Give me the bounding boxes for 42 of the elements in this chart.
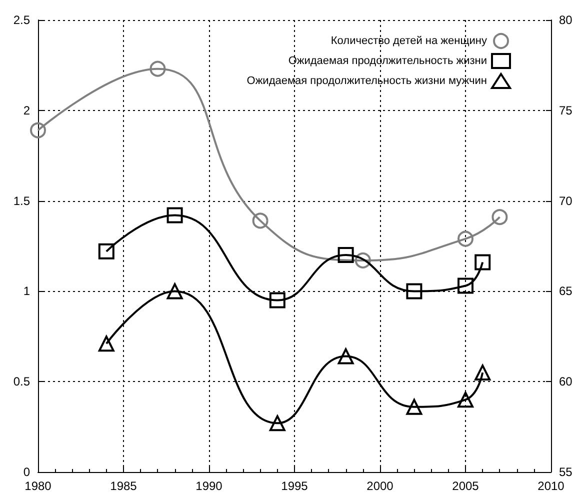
- point: [98, 336, 114, 352]
- point: [338, 348, 354, 364]
- point: [458, 392, 474, 408]
- x-tick-label: 1995: [281, 479, 308, 493]
- point: [458, 278, 474, 294]
- y2-tick-label: 80: [559, 13, 573, 27]
- y2-tick-label: 60: [559, 374, 573, 389]
- point: [458, 230, 474, 247]
- y-tick-label: 0.5: [13, 374, 30, 389]
- x-tick-label: 1990: [196, 479, 223, 493]
- point: [406, 398, 422, 415]
- y-tick-label: 1: [23, 284, 30, 298]
- legend-label: Ожидаемая продолжительность жизни мужчин: [246, 75, 487, 87]
- point: [474, 364, 491, 381]
- point: [30, 122, 46, 138]
- y-tick-label: 2.5: [13, 13, 30, 27]
- point: [269, 415, 286, 432]
- point: [269, 292, 286, 308]
- y-tick-label: 1.5: [13, 194, 30, 208]
- point: [166, 207, 183, 224]
- legend-label: Количество детей на женщину: [330, 35, 488, 47]
- point: [338, 247, 354, 264]
- x-tick-label: 1985: [110, 479, 138, 493]
- y-tick-label: 0: [23, 465, 30, 479]
- point: [492, 209, 508, 226]
- y-tick-label: 2: [23, 103, 30, 118]
- legend-label: Ожидаемая продолжительность жизни: [288, 55, 487, 67]
- point: [150, 60, 166, 77]
- point: [474, 254, 491, 270]
- x-tick-label: 2010: [538, 479, 565, 493]
- x-tick-label: 2000: [366, 479, 394, 493]
- point: [166, 283, 183, 300]
- point: [252, 212, 268, 229]
- point: [98, 243, 114, 260]
- y2-tick-label: 75: [559, 103, 573, 118]
- point: [354, 252, 371, 268]
- y2-tick-label: 65: [559, 284, 573, 298]
- y2-tick-label: 55: [559, 465, 573, 479]
- x-tick-label: 2005: [452, 479, 480, 493]
- point: [406, 283, 422, 300]
- y2-tick-label: 70: [559, 194, 573, 208]
- x-tick-label: 1980: [24, 479, 52, 493]
